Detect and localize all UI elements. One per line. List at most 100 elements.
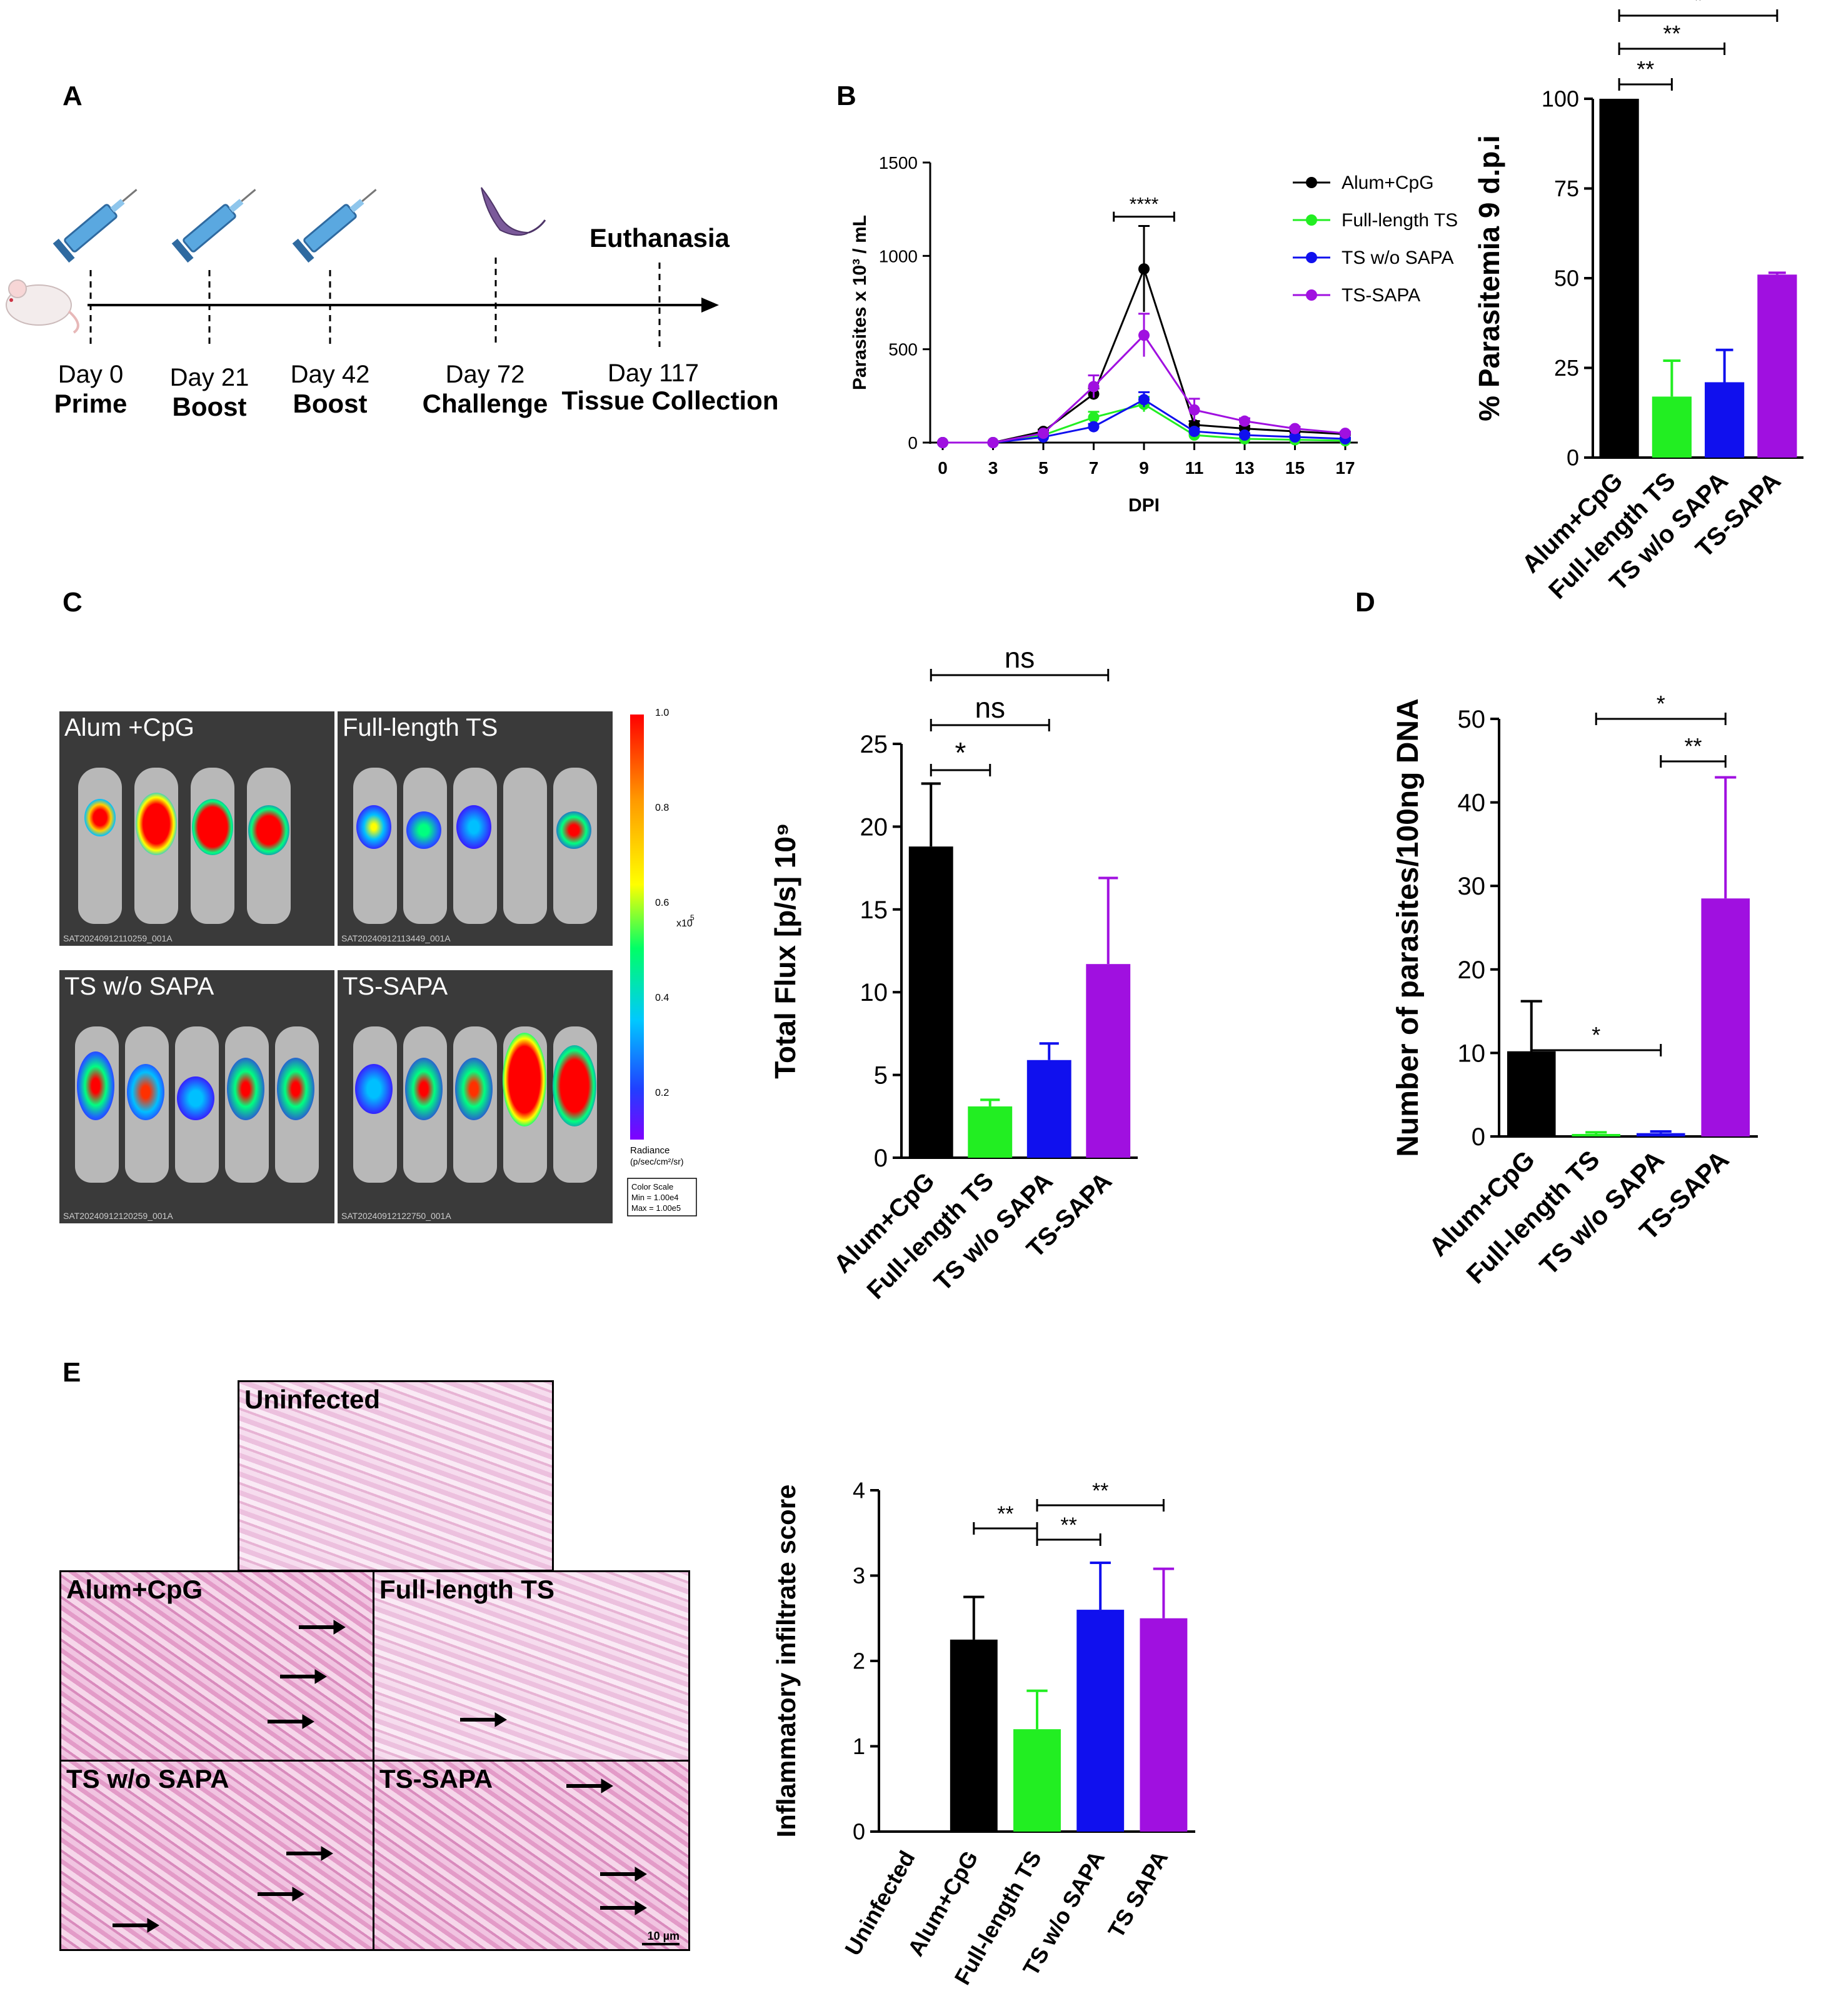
y-tick-label: 1000 xyxy=(879,246,918,266)
y-tick-label: 4 xyxy=(853,1478,865,1503)
legend-label: TS w/o SAPA xyxy=(1342,248,1454,268)
legend-marker xyxy=(1306,214,1317,226)
biolum-image-full-length-ts: Full-length TS SAT20240912113449_001A xyxy=(338,711,613,946)
data-point xyxy=(1340,428,1351,439)
panel-letter-d: D xyxy=(1355,587,1375,618)
x-tick-label: 3 xyxy=(988,458,998,478)
y-tick-label: 15 xyxy=(860,896,888,924)
panel-letter-b: B xyxy=(836,81,856,111)
legend-label: Full-length TS xyxy=(1342,210,1458,231)
significance-label: ** xyxy=(1092,1479,1108,1503)
y-axis-label: Total Flux [p/s] 10⁹ xyxy=(769,823,801,1078)
arrow-icon xyxy=(286,1846,333,1861)
colorbar-gradient xyxy=(630,715,644,1140)
y-tick-label: 20 xyxy=(1458,956,1486,984)
bar xyxy=(908,846,953,1158)
data-point xyxy=(1289,423,1301,434)
category-label: TS SAPA xyxy=(1103,1847,1173,1942)
timeline-day: Day 72 xyxy=(446,361,525,388)
syringe-icon xyxy=(171,189,256,263)
bar xyxy=(1757,274,1797,458)
y-tick-label: 40 xyxy=(1458,790,1486,817)
x-tick-label: 0 xyxy=(938,458,948,478)
bar xyxy=(1013,1729,1061,1832)
mouse-icon xyxy=(6,279,79,334)
legend-marker xyxy=(1306,177,1317,188)
x-tick-label: 7 xyxy=(1089,458,1099,478)
x-tick-label: 5 xyxy=(1038,458,1048,478)
y-tick-label: 10 xyxy=(860,979,888,1006)
y-tick-label: 0 xyxy=(874,1145,888,1172)
he-label: TS w/o SAPA xyxy=(66,1764,229,1793)
timeline-day: Day 0 xyxy=(58,361,124,388)
data-point xyxy=(1088,421,1100,433)
timeline: Euthanasia Day 0 Prime Day 21 Boost Day … xyxy=(6,187,779,421)
he-label: Uninfected xyxy=(244,1385,381,1414)
panel-letter-c: C xyxy=(63,587,83,618)
he-image-alum-cpg: Alum+CpG xyxy=(59,1570,374,1762)
data-point xyxy=(1239,429,1250,441)
bar xyxy=(1076,1610,1125,1832)
biolum-image-ts-sapa: TS-SAPA SAT20240912122750_001A xyxy=(338,970,613,1223)
y-tick-label: 0 xyxy=(853,1819,865,1845)
scale-bar-label: 10 µm xyxy=(647,1930,680,1942)
image-filename: SAT20240912113449_001A xyxy=(341,933,451,943)
y-tick-label: 0 xyxy=(1567,445,1579,471)
y-tick-label: 100 xyxy=(1542,86,1579,112)
significance-label: ** xyxy=(997,1502,1013,1526)
syringe-icon xyxy=(292,189,377,263)
bar xyxy=(1652,396,1692,458)
data-point xyxy=(1289,431,1301,443)
y-tick-label: 5 xyxy=(874,1062,888,1090)
y-tick-label: 10 xyxy=(1458,1040,1486,1067)
x-tick-label: 11 xyxy=(1185,458,1204,478)
syringe-icon xyxy=(53,189,138,263)
data-point xyxy=(1138,263,1150,275)
x-tick-label: 13 xyxy=(1235,458,1254,478)
he-image-ts-wo-sapa: TS w/o SAPA xyxy=(59,1760,374,1951)
significance-label: * xyxy=(1693,0,1702,13)
data-point xyxy=(937,437,948,448)
significance-label: * xyxy=(955,736,966,769)
biolum-image-alum-cpg: Alum +CpG SAT20240912110259_001A xyxy=(59,711,334,946)
y-axis-label: % Parasitemia 9 d.p.i xyxy=(1473,135,1505,421)
colorbar: 1.0 0.8 0.6 0.4 0.2 x10 5 Radiance (p/se… xyxy=(627,708,697,1216)
data-point xyxy=(1188,426,1200,438)
data-point xyxy=(1188,404,1200,416)
parasitemia-line-chart: 0 500 1000 1500 0 3 5 7 9 11 13 15 17 DPI Parasites x … xyxy=(850,153,1458,516)
legend-marker xyxy=(1306,289,1317,301)
bar xyxy=(1599,99,1639,458)
x-tick-label: 9 xyxy=(1139,458,1149,478)
arrow-icon xyxy=(280,1669,327,1684)
y-axis-label: Parasites x 10³ / mL xyxy=(850,215,870,390)
x-tick-label: 17 xyxy=(1335,458,1355,478)
panel-letter-a: A xyxy=(63,81,83,111)
y-tick-label: 25 xyxy=(860,731,888,758)
infiltrate-arrows xyxy=(113,1620,647,1933)
colorbar-multiplier: x10 xyxy=(676,918,693,929)
y-tick-label: 500 xyxy=(888,340,918,359)
arrow-icon xyxy=(566,1778,613,1793)
data-point xyxy=(1038,428,1049,439)
data-point xyxy=(1088,381,1100,393)
arrow-icon xyxy=(268,1714,314,1729)
bar xyxy=(1572,1133,1621,1136)
parasite-icon xyxy=(481,187,546,236)
euthanasia-label: Euthanasia xyxy=(589,223,730,253)
colorbar-unit: (p/sec/cm²/sr) xyxy=(630,1156,684,1166)
bar xyxy=(1026,1060,1071,1158)
significance-label: **** xyxy=(1130,194,1159,215)
arrow-icon xyxy=(258,1887,304,1902)
colorbar-tick: 0.4 xyxy=(655,993,669,1003)
significance-label: ** xyxy=(1684,733,1702,759)
y-tick-label: 75 xyxy=(1554,176,1579,201)
significance-label: ** xyxy=(1637,56,1654,82)
y-axis-label: Inflammatory infiltrate score xyxy=(771,1485,801,1838)
data-point xyxy=(1088,411,1100,423)
bar xyxy=(1086,964,1131,1158)
bar xyxy=(1507,1051,1556,1136)
timeline-event: Tissue Collection xyxy=(562,386,779,415)
